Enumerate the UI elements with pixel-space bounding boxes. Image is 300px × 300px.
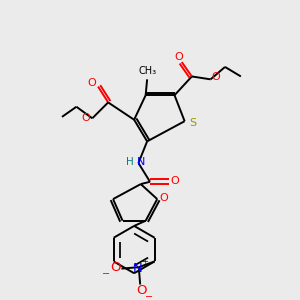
Text: O: O bbox=[110, 261, 120, 274]
Text: −: − bbox=[101, 269, 110, 279]
Text: N: N bbox=[136, 157, 145, 166]
Text: O: O bbox=[82, 113, 90, 123]
Text: O: O bbox=[87, 78, 96, 88]
Text: O: O bbox=[159, 193, 168, 202]
Text: N: N bbox=[132, 262, 142, 275]
Text: H: H bbox=[126, 157, 134, 166]
Text: CH₃: CH₃ bbox=[138, 66, 156, 76]
Text: −: − bbox=[145, 292, 153, 300]
Text: O: O bbox=[212, 72, 220, 82]
Text: S: S bbox=[189, 118, 196, 128]
Text: O: O bbox=[171, 176, 179, 186]
Text: O: O bbox=[174, 52, 183, 62]
Text: O: O bbox=[136, 284, 147, 297]
Text: +: + bbox=[141, 257, 148, 266]
